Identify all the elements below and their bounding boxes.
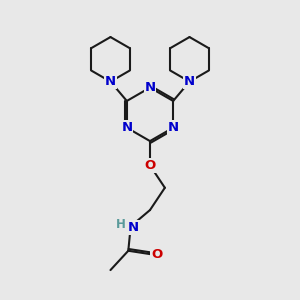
Text: N: N	[121, 121, 132, 134]
Text: N: N	[144, 81, 156, 94]
Text: N: N	[128, 221, 139, 234]
Text: N: N	[168, 121, 179, 134]
Text: N: N	[184, 75, 195, 88]
Text: H: H	[116, 218, 126, 231]
Text: O: O	[144, 159, 156, 172]
Text: O: O	[151, 248, 163, 261]
Text: N: N	[105, 75, 116, 88]
